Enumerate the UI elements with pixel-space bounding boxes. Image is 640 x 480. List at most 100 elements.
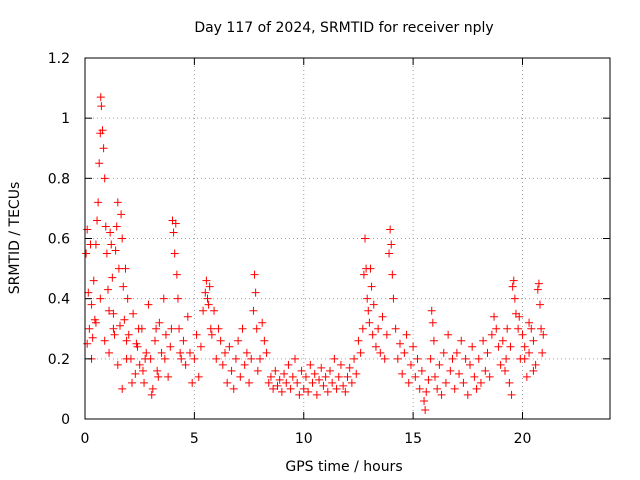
data-point [218,360,227,369]
data-point [310,369,319,378]
data-point [361,234,369,243]
data-point [386,225,395,234]
data-point [154,372,163,381]
data-point [444,330,453,339]
data-point [83,339,92,348]
data-point [439,348,448,357]
data-point [128,378,137,387]
data-point [171,219,180,228]
data-point [536,300,544,309]
data-point [319,381,328,390]
tick-labels-layer: 0 0.2 0.4 0.6 0.8 1 1.2 0 5 10 15 20 [48,51,532,447]
data-point [142,348,151,357]
data-point [88,333,97,342]
data-point [107,240,116,249]
data-point [404,378,413,387]
data-point [391,324,400,333]
data-point [538,348,547,357]
data-point [118,234,127,243]
data-point [94,198,103,207]
data-point [468,342,477,351]
data-point [515,312,524,321]
data-point [102,249,111,258]
data-point [160,354,169,363]
data-point [271,366,280,375]
data-point [503,324,512,333]
data-point [315,375,324,384]
data-point [354,336,363,345]
grid-layer [85,58,610,419]
data-point [192,330,201,339]
data-point [359,270,368,279]
data-point [502,354,511,363]
data-point [487,330,496,339]
data-point [308,378,317,387]
data-point [424,375,433,384]
data-point [153,366,162,375]
data-point [369,300,378,309]
data-point [366,264,375,273]
data-point [514,324,523,333]
data-point [420,396,429,405]
data-point [539,330,548,339]
data-point [216,336,225,345]
data-point [328,378,337,387]
data-point [151,336,159,345]
data-point [205,282,214,291]
y-tick-label: 0.6 [48,232,70,248]
data-point [347,378,356,387]
data-point [164,372,173,381]
data-point [242,348,251,357]
y-axis-label: SRMTID / TECUs [7,182,23,295]
data-point [496,360,505,369]
data-point [520,354,529,363]
data-point [109,324,118,333]
data-point [304,387,313,396]
data-point [293,378,302,387]
data-point [96,294,105,303]
data-point [421,405,430,414]
data-point [426,354,435,363]
data-point [476,378,485,387]
data-point [501,366,509,375]
data-point [190,354,199,363]
y-tick-label: 1.2 [48,51,70,67]
data-point [417,366,426,375]
data-point [252,324,261,333]
y-tick-label: 1 [61,111,70,127]
data-point [172,270,181,279]
data-point [84,288,93,297]
data-point [207,330,216,339]
data-point [455,369,464,378]
data-point [387,240,396,249]
data-point [175,324,184,333]
data-point [166,342,175,351]
data-point [87,300,96,309]
data-point [108,273,117,282]
data-point [356,348,365,357]
x-tick-label: 10 [295,431,313,447]
y-tick-label: 0.8 [48,171,70,187]
data-point [358,324,367,333]
data-point [396,339,404,348]
data-point [452,348,461,357]
data-point [463,390,472,399]
chart-title: Day 117 of 2024, SRMTID for receiver npl… [194,20,493,36]
data-point [339,381,348,390]
data-point [277,387,286,396]
data-point [116,321,124,330]
data-point [273,381,282,390]
data-point [231,354,240,363]
data-point [258,318,267,327]
data-point [470,372,479,381]
data-point [531,360,540,369]
data-point [251,288,260,297]
data-point [253,366,262,375]
data-point [95,159,104,168]
data-point [483,348,492,357]
data-point [250,270,259,279]
data-point [100,174,109,183]
data-point [498,336,507,345]
data-point [459,378,468,387]
